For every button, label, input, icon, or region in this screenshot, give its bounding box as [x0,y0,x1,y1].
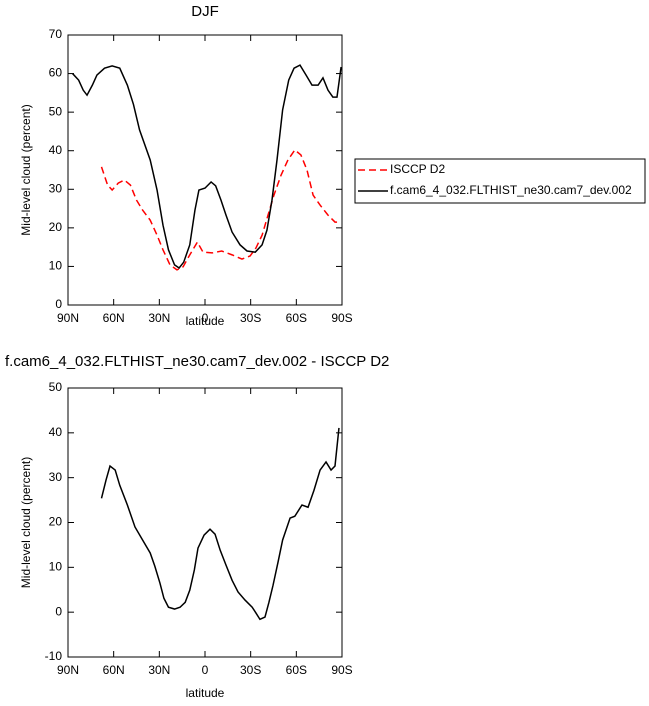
x-tick-label: 60S [286,311,307,325]
chart-title: DJF [191,3,219,20]
x-tick-label: 30S [240,663,261,677]
plot-frame [67,34,343,306]
x-tick-label: 30N [148,663,170,677]
x-tick-label: 90N [57,311,79,325]
x-tick-label: 30N [148,311,170,325]
legend-box [354,158,646,204]
y-tick-label: 30 [49,470,63,484]
y-tick-label: 70 [49,27,63,41]
y-tick-label: 30 [49,181,63,195]
legend-label: ISCCP D2 [390,162,445,176]
y-tick-label: 0 [55,604,62,618]
x-tick-label: 60S [286,663,307,677]
chart-title: f.cam6_4_032.FLTHIST_ne30.cam7_dev.002 -… [5,353,389,370]
x-tick-label: 90S [331,311,352,325]
x-tick-label: 60N [103,663,125,677]
x-tick-label: 0 [202,311,209,325]
data-line [72,64,342,269]
y-tick-label: 60 [49,66,63,80]
x-tick-label: 30S [240,311,261,325]
x-tick-label: 60N [103,311,125,325]
x-axis-label: latitude [186,686,225,700]
x-axis-label: latitude [186,314,225,328]
y-tick-label: 50 [49,104,63,118]
legend-label: f.cam6_4_032.FLTHIST_ne30.cam7_dev.002 [390,183,632,197]
data-line [100,148,341,271]
y-tick-label: 10 [49,259,63,273]
y-axis-label: Mid-level cloud (percent) [19,457,33,588]
y-tick-label: 20 [49,220,63,234]
y-tick-label: 40 [49,143,63,157]
x-tick-label: 90N [57,663,79,677]
y-tick-label: 40 [49,425,63,439]
y-tick-label: 0 [55,297,62,311]
y-tick-label: 50 [49,380,63,394]
x-tick-label: 90S [331,663,352,677]
y-tick-label: -10 [45,649,63,663]
y-tick-label: 20 [49,515,63,529]
data-line [100,427,340,621]
y-axis-label: Mid-level cloud (percent) [19,104,33,235]
x-tick-label: 0 [202,663,209,677]
plot-frame [67,387,343,658]
y-tick-label: 10 [49,560,63,574]
